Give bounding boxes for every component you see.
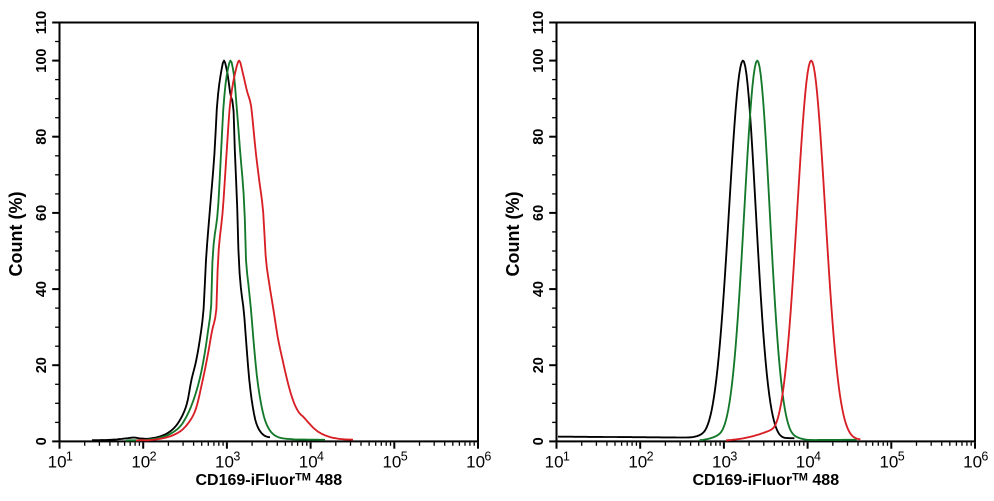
svg-text:10: 10 — [628, 453, 647, 472]
svg-text:3: 3 — [730, 449, 737, 463]
svg-text:100: 100 — [531, 48, 547, 72]
svg-text:10: 10 — [382, 453, 401, 472]
svg-text:0: 0 — [531, 437, 547, 445]
svg-text:1: 1 — [563, 449, 570, 463]
svg-text:CD169-iFluorTM 488: CD169-iFluorTM 488 — [195, 472, 342, 490]
svg-text:20: 20 — [531, 357, 547, 373]
svg-text:2: 2 — [150, 449, 157, 463]
svg-text:6: 6 — [981, 449, 988, 463]
svg-text:6: 6 — [484, 449, 491, 463]
svg-text:0: 0 — [34, 437, 50, 445]
svg-text:10: 10 — [466, 453, 485, 472]
svg-text:10: 10 — [215, 453, 234, 472]
svg-text:10: 10 — [299, 453, 318, 472]
svg-text:4: 4 — [317, 449, 324, 463]
svg-text:60: 60 — [34, 205, 50, 221]
svg-text:20: 20 — [34, 357, 50, 373]
svg-text:CD169-iFluorTM 488: CD169-iFluorTM 488 — [692, 472, 839, 490]
svg-text:40: 40 — [531, 281, 547, 297]
svg-text:5: 5 — [401, 449, 408, 463]
svg-text:40: 40 — [34, 281, 50, 297]
svg-text:100: 100 — [34, 48, 50, 72]
svg-text:10: 10 — [131, 453, 150, 472]
svg-text:2: 2 — [647, 449, 654, 463]
svg-text:10: 10 — [879, 453, 898, 472]
svg-text:110: 110 — [34, 11, 50, 34]
svg-text:80: 80 — [34, 129, 50, 145]
svg-text:10: 10 — [48, 453, 67, 472]
svg-text:10: 10 — [796, 453, 815, 472]
svg-text:110: 110 — [531, 11, 547, 34]
svg-text:Count (%): Count (%) — [503, 192, 523, 277]
svg-text:80: 80 — [531, 129, 547, 145]
svg-text:60: 60 — [531, 205, 547, 221]
svg-text:Count (%): Count (%) — [6, 192, 26, 277]
svg-text:4: 4 — [814, 449, 821, 463]
svg-text:10: 10 — [963, 453, 982, 472]
svg-text:10: 10 — [712, 453, 731, 472]
svg-text:5: 5 — [898, 449, 905, 463]
svg-text:1: 1 — [66, 449, 73, 463]
svg-text:10: 10 — [545, 453, 564, 472]
svg-text:3: 3 — [233, 449, 240, 463]
